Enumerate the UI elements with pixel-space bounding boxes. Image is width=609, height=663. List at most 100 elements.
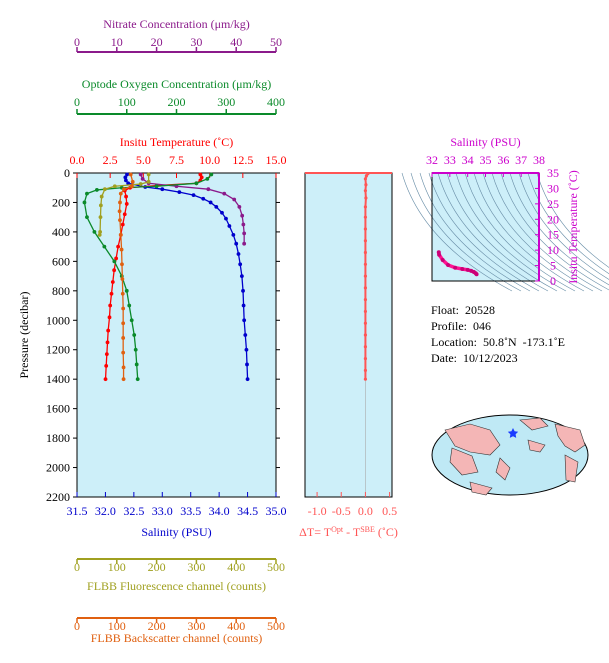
- oxygen-tick-label: 0: [74, 95, 80, 109]
- delta-t-data-point: [363, 262, 368, 266]
- salinity-data-point: [191, 193, 196, 197]
- density-contour: [536, 172, 609, 268]
- delta-t-data-point: [363, 189, 368, 193]
- salinity-data-point: [224, 216, 228, 221]
- nitrate-data-point: [241, 222, 246, 227]
- temperature-data-point: [109, 291, 114, 296]
- density-contour: [527, 172, 609, 275]
- salinity-data-point: [126, 181, 131, 186]
- pressure-tick-label: 1400: [46, 372, 70, 386]
- density-contour: [428, 172, 540, 292]
- oxygen-data-point: [112, 259, 117, 264]
- salinity-data-point: [242, 318, 247, 323]
- nitrate-data-point: [242, 241, 247, 246]
- ts-data-point: [460, 266, 465, 271]
- delta-t-data-point: [363, 250, 368, 255]
- delta-t-data-point: [364, 183, 368, 187]
- backscatter-tick-label: 500: [267, 619, 285, 633]
- delta-t-tick-label: -1.0: [308, 504, 327, 518]
- backscatter-data-point: [122, 187, 126, 192]
- temperature-data-point: [103, 377, 108, 382]
- density-contour: [455, 172, 567, 292]
- nitrate-data-point: [138, 172, 143, 177]
- density-contour: [446, 172, 558, 292]
- salinity-profile-line: [124, 174, 249, 380]
- density-contour: [401, 172, 513, 292]
- ts-salinity-tick-label: 34: [462, 153, 474, 167]
- temperature-data-point: [107, 315, 112, 320]
- oxygen-data-point: [129, 318, 134, 323]
- profile-number-text: Profile: 046: [431, 319, 491, 333]
- density-contour: [437, 172, 549, 292]
- nitrate-tick-label: 40: [230, 35, 242, 49]
- delta-t-data-point: [363, 345, 368, 349]
- fluorescence-data-point: [102, 187, 107, 192]
- oxygen-tick-label: 200: [168, 95, 186, 109]
- delta-t-data-point: [363, 333, 368, 337]
- delta-t-data-point: [364, 196, 368, 200]
- pressure-tick-label: 400: [52, 225, 70, 239]
- backscatter-tick-label: 400: [227, 619, 245, 633]
- ts-temperature-tick-label: 25: [547, 197, 559, 211]
- oxygen-data-point: [154, 184, 159, 189]
- ts-salinity-tick-label: 32: [426, 153, 438, 167]
- backscatter-data-point: [118, 218, 122, 223]
- salinity-data-point: [234, 241, 239, 246]
- fluorescence-data-point: [98, 203, 103, 208]
- delta-t-tick-label: 0.0: [358, 504, 373, 518]
- pressure-axis-label: Pressure (decibar): [17, 292, 31, 379]
- temperature-data-point: [198, 172, 203, 177]
- nitrate-data-point: [140, 176, 145, 181]
- oxygen-data-point: [85, 215, 89, 220]
- salinity-data-point: [220, 210, 224, 215]
- temperature-data-point: [199, 175, 204, 180]
- delta-t-data-point: [364, 174, 368, 178]
- delta-t-axis-title: ΔT= TOpt - TSBE (˚C): [299, 525, 398, 540]
- delta-t-data-point: [363, 177, 368, 181]
- nitrate-tick-label: 10: [111, 35, 123, 49]
- backscatter-data-point: [121, 350, 126, 355]
- temperature-data-point: [116, 244, 121, 249]
- oxygen-data-point: [82, 200, 87, 205]
- salinity-tick-label: 33.5: [180, 504, 201, 518]
- backscatter-data-point: [120, 291, 125, 296]
- nitrate-tick-label: 50: [270, 35, 282, 49]
- fluorescence-tick-label: 500: [267, 560, 285, 574]
- temperature-data-point: [124, 194, 128, 199]
- backscatter-tick-label: 300: [187, 619, 205, 633]
- delta-t-data-point: [363, 356, 368, 361]
- backscatter-data-point: [121, 306, 126, 311]
- ts-salinity-title: Salinity (PSU): [450, 135, 520, 149]
- backscatter-tick-label: 100: [108, 619, 126, 633]
- oxygen-axis-title: Optode Oxygen Concentration (μm/kg): [82, 77, 271, 91]
- delta-t-line: [364, 173, 369, 380]
- backscatter-data-point: [130, 179, 135, 184]
- backscatter-data-point: [130, 184, 134, 189]
- nitrate-data-point: [242, 231, 247, 236]
- pressure-tick-label: 600: [52, 254, 70, 268]
- map-landmass: [469, 481, 493, 496]
- temperature-axis-title: Insitu Temperature (˚C): [120, 135, 234, 149]
- ts-temperature-tick-label: 35: [547, 166, 559, 180]
- delta-t-tick-label: -0.5: [332, 504, 351, 518]
- fluorescence-data-point: [112, 184, 117, 189]
- backscatter-data-point: [121, 336, 126, 340]
- map-landmass: [564, 454, 579, 483]
- backscatter-data-point: [120, 262, 124, 267]
- density-contour: [419, 172, 531, 292]
- pressure-tick-label: 200: [52, 195, 70, 209]
- ts-temperature-tick-label: 5: [550, 259, 556, 273]
- salinity-data-point: [241, 303, 246, 308]
- salinity-data-point: [243, 333, 248, 337]
- delta-t-data-point: [363, 309, 368, 314]
- temperature-tick-label: 7.5: [169, 153, 184, 167]
- map-landmass: [495, 457, 511, 481]
- ts-data-point: [453, 265, 458, 270]
- salinity-tick-label: 32.5: [123, 504, 144, 518]
- temperature-data-point: [110, 280, 115, 284]
- salinity-data-point: [208, 200, 213, 205]
- delta-t-data-point: [363, 227, 368, 231]
- oxygen-data-point: [102, 244, 107, 249]
- salinity-tick-label: 33.0: [152, 504, 173, 518]
- oxygen-data-point: [135, 377, 140, 382]
